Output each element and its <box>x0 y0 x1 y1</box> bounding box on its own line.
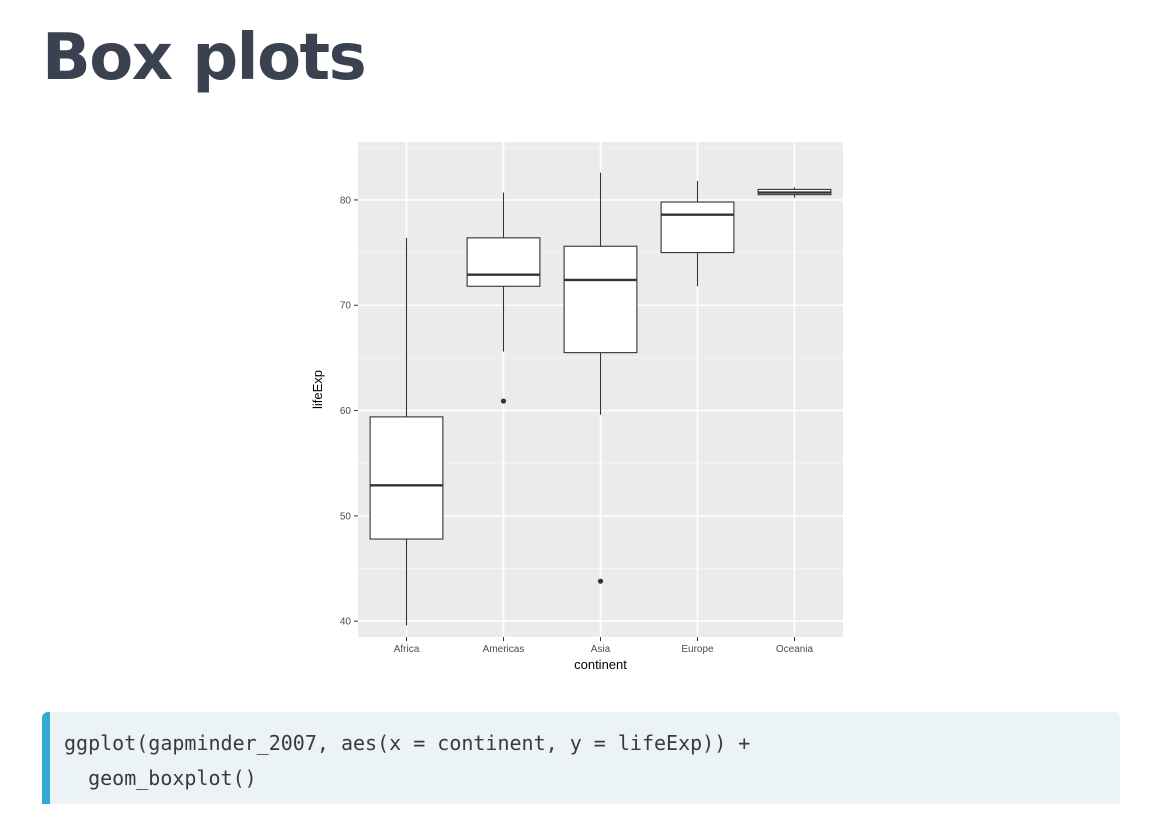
x-axis: Africa Americas Asia Europe Oceania <box>394 637 814 655</box>
boxes <box>369 172 832 626</box>
box-europe <box>660 180 735 287</box>
x-tick-label: Americas <box>483 644 525 655</box>
box-iqr <box>369 416 444 540</box>
code-line-2: geom_boxplot() <box>64 766 257 790</box>
slide-title: Box plots <box>42 21 367 95</box>
box-americas <box>466 192 541 404</box>
x-axis-title: continent <box>574 657 627 672</box>
code-line-1: ggplot(gapminder_2007, aes(x = continent… <box>64 731 751 755</box>
box-oceania <box>757 187 832 198</box>
x-tick-label: Asia <box>591 644 611 655</box>
code-block: ggplot(gapminder_2007, aes(x = continent… <box>42 712 1120 804</box>
y-tick-label: 60 <box>340 406 352 417</box>
x-tick-label: Africa <box>394 644 420 655</box>
box-iqr <box>563 245 638 354</box>
outlier-point <box>597 578 604 584</box>
y-tick-label: 80 <box>340 195 352 206</box>
code-accent-bar <box>42 712 50 804</box>
y-tick-label: 40 <box>340 617 352 628</box>
x-tick-label: Oceania <box>776 644 814 655</box>
box-asia <box>563 172 638 584</box>
box-iqr <box>466 237 541 287</box>
outlier-point <box>500 398 507 404</box>
y-tick-label: 70 <box>340 301 352 312</box>
box-iqr <box>660 201 735 254</box>
y-axis-title: lifeExp <box>310 370 325 409</box>
y-axis: 40 50 60 70 80 <box>340 195 358 628</box>
x-tick-label: Europe <box>681 644 714 655</box>
boxplot-svg: 40 50 60 70 80 Africa Americas Asia Europe Ocean… <box>310 142 843 672</box>
box-africa <box>369 237 444 626</box>
boxplot-chart: 40 50 60 70 80 Africa Americas Asia Europe Ocean… <box>300 130 860 680</box>
y-tick-label: 50 <box>340 511 352 522</box>
